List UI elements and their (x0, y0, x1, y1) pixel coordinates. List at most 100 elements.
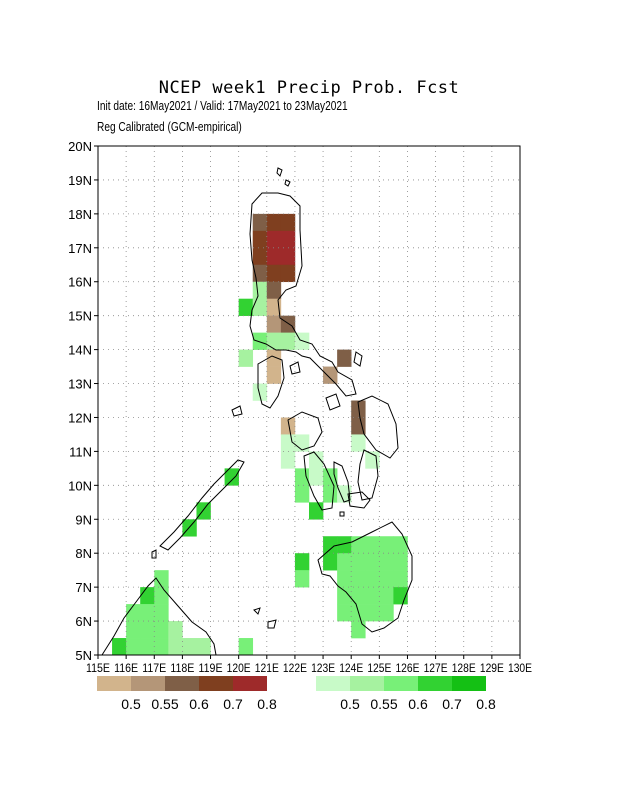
forecast-cell (112, 638, 127, 656)
legend-swatch (131, 676, 165, 691)
forecast-cell (365, 587, 380, 605)
coastline-luzon (249, 192, 357, 397)
forecast-cell (294, 570, 310, 588)
lon-tick-label: 126E (395, 661, 419, 675)
forecast-cell (266, 366, 282, 384)
forecast-cell (294, 485, 310, 503)
coastline-balabac (151, 549, 157, 559)
lon-tick-label: 120E (227, 661, 251, 675)
lon-tick-label: 123E (311, 661, 335, 675)
lat-tick-label: 11N (69, 444, 92, 459)
legend-label: 0.6 (408, 696, 428, 712)
legend-label: 0.5 (121, 696, 141, 712)
forecast-cell (365, 604, 380, 622)
forecast-cell (294, 468, 310, 486)
lon-tick-label: 125E (367, 661, 391, 675)
forecast-cell (266, 332, 282, 350)
map-gridlines (98, 146, 520, 655)
lon-tick-label: 116E (114, 661, 138, 675)
coastline-borneo (101, 577, 217, 656)
map-frame (97, 145, 521, 656)
forecast-cell (252, 298, 268, 316)
lon-tick-label: 118E (170, 661, 194, 675)
forecast-cell (393, 553, 408, 571)
forecast-cell (351, 417, 366, 435)
forecast-cell (280, 451, 296, 469)
forecast-cell (168, 638, 183, 656)
coastline-siquijor (339, 511, 345, 517)
forecast-cell (140, 587, 155, 605)
forecast-cell (280, 315, 296, 333)
coastline-sulu (253, 607, 261, 615)
forecast-cell (379, 570, 394, 588)
forecast-cell (365, 553, 380, 571)
forecast-cell (266, 281, 282, 299)
lat-tick-label: 14N (68, 343, 92, 358)
legend-label: 0.55 (370, 696, 397, 712)
forecast-cell (266, 230, 282, 249)
forecast-cell (323, 485, 338, 503)
forecast-cell (379, 604, 394, 622)
forecast-cell (393, 570, 408, 588)
page-title: NCEP week1 Precip Prob. Fcst (158, 78, 460, 98)
lat-tick-label: 10N (68, 478, 92, 493)
forecast-cell (154, 638, 169, 656)
init-date-subtitle: Init date: 16May2021 / Valid: 17May2021 … (97, 98, 348, 113)
longitude-labels: 115E 116E 117E 118E 119E 120E 121E 122E 123E 124E… (86, 655, 532, 675)
forecast-cell (294, 553, 310, 571)
legend-label: 0.8 (257, 696, 277, 712)
forecast-cell (140, 638, 155, 656)
lat-tick-label: 6N (75, 614, 92, 629)
forecast-cell (337, 604, 352, 622)
coastline-cebu (333, 461, 351, 503)
legend-swatch (199, 676, 233, 691)
legend-swatch (97, 676, 131, 691)
legend-swatch (384, 676, 418, 691)
legend-label: 0.8 (476, 696, 496, 712)
lon-tick-label: 129E (480, 661, 504, 675)
legend-swatch (452, 676, 486, 691)
lon-tick-label: 119E (199, 661, 223, 675)
coastline-masbate (325, 393, 341, 411)
forecast-cell (365, 536, 380, 554)
forecast-cell (280, 264, 296, 283)
forecast-cell (351, 400, 366, 418)
lon-tick-label: 121E (255, 661, 279, 675)
legend-swatch (418, 676, 452, 691)
forecast-cell (323, 536, 338, 554)
forecast-cell (379, 553, 394, 571)
forecast-cell (224, 468, 239, 486)
lat-tick-label: 9N (75, 512, 92, 527)
coastline-batanes (276, 167, 283, 177)
forecast-cell (280, 213, 296, 232)
forecast-cell (351, 553, 366, 571)
forecast-cell (266, 315, 282, 333)
forecast-cell (196, 502, 211, 520)
forecast-cell (140, 604, 155, 622)
forecast-cell (337, 485, 352, 503)
lat-tick-label: 13N (68, 377, 92, 392)
forecast-cell (323, 553, 338, 571)
forecast-cell (351, 621, 366, 639)
forecast-cell (252, 281, 268, 299)
coastline-babuyan (284, 179, 291, 187)
forecast-cell (379, 587, 394, 605)
lon-tick-label: 128E (452, 661, 476, 675)
lat-tick-label: 7N (75, 580, 92, 595)
lon-tick-label: 117E (142, 661, 166, 675)
forecast-cell (266, 247, 282, 266)
forecast-cell (351, 434, 366, 452)
legend-label: 0.6 (189, 696, 209, 712)
forecast-cell (280, 247, 296, 266)
forecast-cell (126, 604, 141, 622)
forecast-cell (238, 638, 254, 656)
lon-tick-label: 122E (283, 661, 307, 675)
forecast-cell (154, 570, 169, 588)
coastline-busuanga (231, 405, 243, 417)
forecast-cell (294, 434, 310, 452)
forecast-cell (238, 298, 254, 316)
forecast-cells (112, 213, 408, 656)
forecast-cell (266, 213, 282, 232)
legend-label: 0.7 (223, 696, 243, 712)
